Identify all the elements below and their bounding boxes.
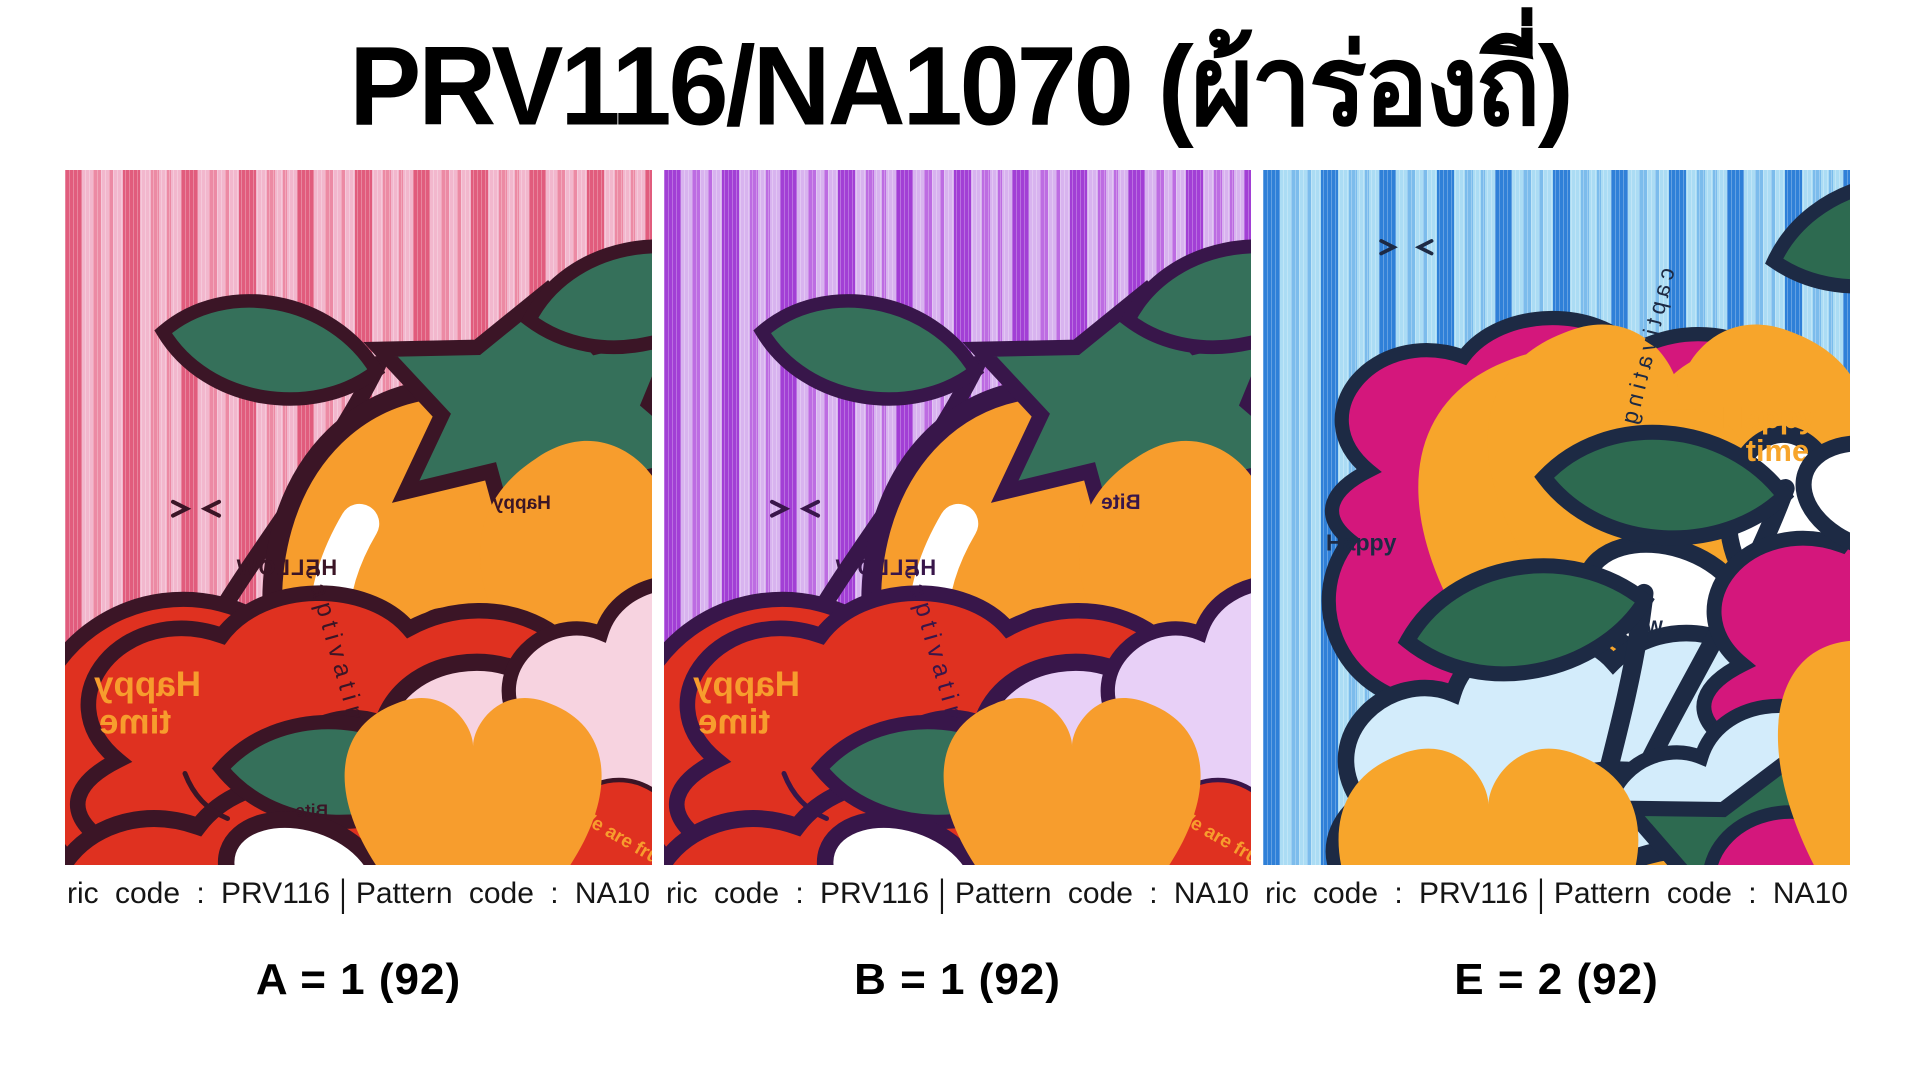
code-caption: ric code : PRV116 | Pattern code : NA10 — [1263, 865, 1850, 923]
fabric-code-text: ric code : PRV116 — [666, 877, 930, 910]
hellow-bubble: HELLOW — [835, 555, 1251, 865]
svg-text:Happy: Happy — [93, 665, 200, 704]
swatch-grid: HELLOW Happy captivating Happy time — [65, 170, 1850, 1005]
separator-bar: | — [938, 872, 946, 915]
svg-text:Bite: Bite — [295, 801, 328, 821]
fabric-pattern-illustration: Happy captivating Happy time HELLOW — [1263, 170, 1850, 865]
svg-text:HELLOW: HELLOW — [236, 555, 338, 580]
happy-bubble: Happy — [492, 493, 652, 865]
fabric-photo-e: Happy captivating Happy time HELLOW — [1263, 170, 1850, 865]
svg-text:time: time — [698, 703, 770, 742]
fabric-code-text: ric code : PRV116 — [67, 877, 331, 910]
fabric-swatch-card-e: Happy captivating Happy time HELLOW — [1263, 170, 1850, 1005]
separator-bar: | — [1537, 872, 1545, 915]
svg-text:time: time — [99, 703, 171, 742]
fabric-code-text: ric code : PRV116 — [1265, 877, 1529, 910]
fruit-motifs: HELLOW Bite captivating Happy time — [664, 225, 1251, 865]
happy-time-apple: Happy time — [1700, 400, 1850, 865]
hellow-bubble: HELLOW — [236, 555, 652, 865]
apple-heart-motif — [1329, 239, 1850, 817]
code-caption: ric code : PRV116 | Pattern code : NA10 — [664, 865, 1251, 923]
svg-text:Happy: Happy — [1722, 400, 1816, 435]
svg-text:HELLOW: HELLOW — [835, 555, 937, 580]
pattern-code-text: Pattern code : NA10 — [1553, 877, 1848, 910]
pattern-code-text: Pattern code : NA10 — [355, 877, 650, 910]
colorway-quantity-label: A = 1 (92) — [255, 955, 462, 1004]
fabric-photo-b: HELLOW Bite captivating Happy time — [664, 170, 1251, 865]
bite-bubble: Bite — [1097, 491, 1251, 865]
happy-time-apple: Happy time — [65, 665, 652, 865]
svg-text:time: time — [1746, 433, 1809, 468]
page-title: PRV116/NA1070 (ผ้าร่องถี่) — [349, 22, 1573, 149]
fabric-pattern-illustration: HELLOW Happy captivating Happy time — [65, 170, 652, 865]
fabric-photo-a: HELLOW Happy captivating Happy time — [65, 170, 652, 865]
bite-bubble: Bite — [295, 801, 328, 821]
svg-text:Happy: Happy — [1326, 530, 1397, 556]
apple-star-motif — [673, 499, 1251, 865]
separator-bar: | — [339, 872, 347, 915]
svg-text:Bite: Bite — [1101, 491, 1140, 514]
svg-text:Happy: Happy — [492, 493, 551, 514]
fruit-motifs: HELLOW Happy captivating Happy time — [65, 225, 652, 865]
code-caption: ric code : PRV116 | Pattern code : NA10 — [65, 865, 652, 923]
colorway-quantity-label: B = 1 (92) — [854, 955, 1061, 1004]
pattern-code-text: Pattern code : NA10 — [954, 877, 1249, 910]
fabric-swatch-card-b: HELLOW Bite captivating Happy time — [664, 170, 1251, 1005]
apple-star-motif — [74, 499, 652, 865]
svg-text:Happy: Happy — [692, 665, 800, 704]
fabric-swatch-card-a: HELLOW Happy captivating Happy time — [65, 170, 652, 1005]
fruit-motifs: Happy captivating Happy time HELLOW — [1307, 170, 1850, 865]
colorway-quantity-label: E = 2 (92) — [1454, 955, 1659, 1004]
happy-bubble: Happy — [1326, 530, 1850, 865]
happy-time-apple: Happy time — [664, 665, 1251, 865]
fabric-pattern-illustration: HELLOW Bite captivating Happy time — [664, 170, 1251, 865]
